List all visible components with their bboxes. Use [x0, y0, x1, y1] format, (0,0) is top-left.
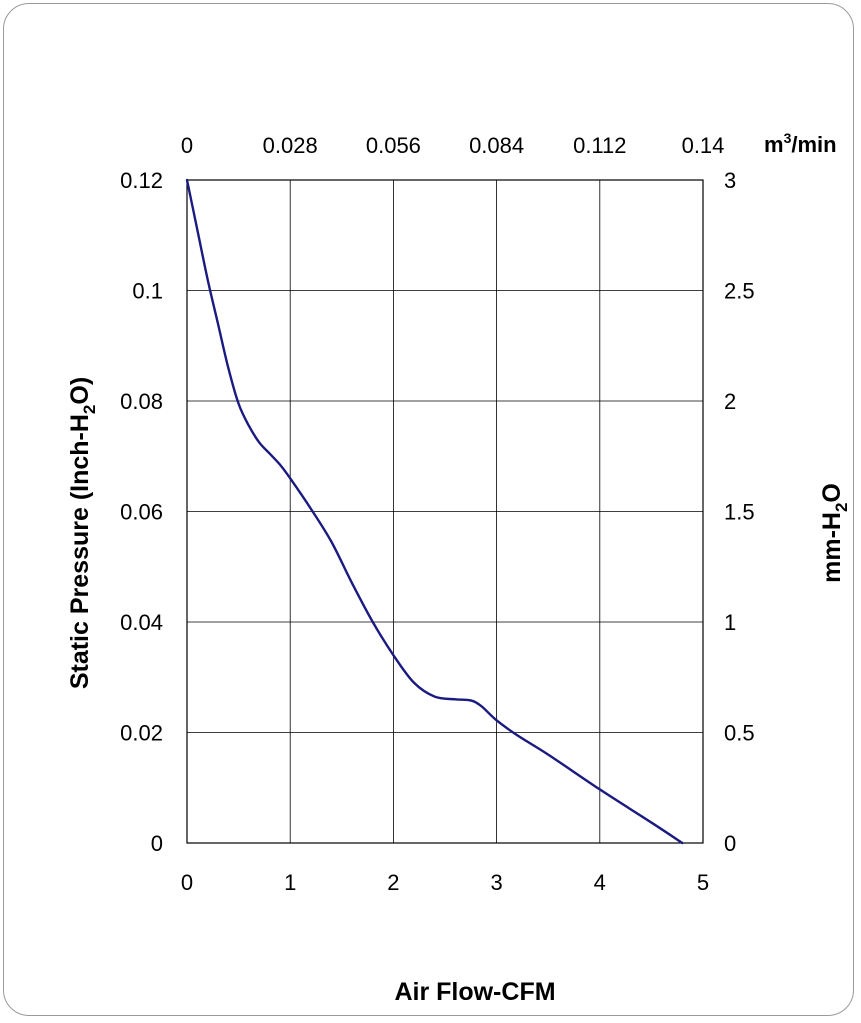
grid — [187, 180, 703, 843]
x-bottom-tick-labels: 0 1 2 3 4 5 — [181, 870, 709, 895]
y-right-tick-labels: 0 0.5 1 1.5 2 2.5 3 — [724, 168, 755, 856]
x-top-tick-label: 0.112 — [573, 133, 626, 158]
plot-area — [186, 179, 704, 844]
x-bottom-axis-title: Air Flow-CFM — [394, 978, 555, 1006]
x-bottom-tick-label: 4 — [594, 870, 606, 895]
x-top-tick-label: 0.028 — [263, 133, 318, 158]
x-top-tick-label: 0 — [181, 133, 193, 158]
y-left-tick-label: 0.08 — [120, 389, 163, 414]
y-right-tick-label: 1 — [724, 610, 736, 635]
y-right-tick-label: 2.5 — [724, 279, 755, 304]
y-left-tick-label: 0.06 — [120, 500, 163, 525]
y-right-axis-title: mm-H2O — [818, 483, 851, 583]
x-top-tick-label: 0.084 — [469, 133, 524, 158]
y-left-axis-title: Static Pressure (Inch-H2O) — [66, 377, 99, 689]
y-left-tick-label: 0.02 — [120, 721, 163, 746]
x-bottom-tick-label: 3 — [490, 870, 502, 895]
x-bottom-tick-label: 0 — [181, 870, 193, 895]
x-bottom-tick-label: 5 — [697, 870, 709, 895]
x-top-unit: m3/min — [764, 130, 837, 157]
pressure-flow-curve — [185, 178, 684, 845]
y-left-tick-label: 0.04 — [120, 610, 163, 635]
y-right-tick-label: 0 — [724, 831, 736, 856]
y-left-tick-labels: 0 0.02 0.04 0.06 0.08 0.1 0.12 — [120, 168, 163, 856]
y-right-tick-label: 0.5 — [724, 721, 755, 746]
x-top-tick-labels: 0 0.028 0.056 0.084 0.112 0.14 — [181, 133, 725, 158]
y-right-tick-label: 1.5 — [724, 500, 755, 525]
y-left-tick-label: 0.12 — [120, 168, 163, 193]
x-top-tick-label: 0.056 — [366, 133, 421, 158]
y-right-tick-label: 3 — [724, 168, 736, 193]
x-bottom-tick-label: 1 — [284, 870, 296, 895]
x-top-tick-label: 0.14 — [682, 133, 725, 158]
y-left-tick-label: 0 — [151, 831, 163, 856]
y-right-tick-label: 2 — [724, 389, 736, 414]
x-bottom-tick-label: 2 — [387, 870, 399, 895]
chart-frame — [3, 3, 854, 1016]
y-left-tick-label: 0.1 — [132, 279, 163, 304]
